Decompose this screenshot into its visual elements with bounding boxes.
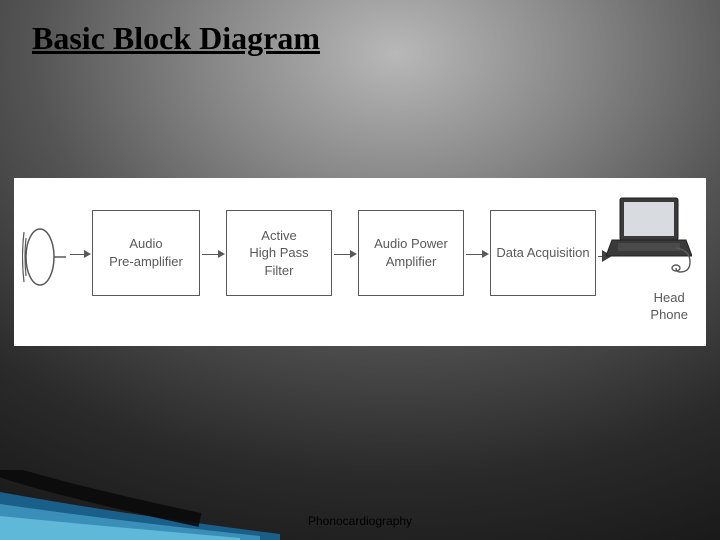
arrow-0 xyxy=(70,250,91,258)
arrow-2 xyxy=(334,250,357,258)
arrow-3 xyxy=(466,250,489,258)
headphone-label: Head Phone xyxy=(650,290,688,324)
block-preamp: AudioPre-amplifier xyxy=(92,210,200,296)
block-poweramp: Audio PowerAmplifier xyxy=(358,210,464,296)
block-hpf: ActiveHigh PassFilter xyxy=(226,210,332,296)
page-title: Basic Block Diagram xyxy=(32,20,320,57)
block-daq: Data Acquisition xyxy=(490,210,596,296)
block-diagram-panel: AudioPre-amplifier ActiveHigh PassFilter A… xyxy=(14,178,706,346)
footer-caption: Phonocardiography xyxy=(308,514,412,528)
arrow-1 xyxy=(202,250,225,258)
microphone-icon xyxy=(22,218,66,301)
laptop-icon xyxy=(606,196,692,279)
decorative-swoosh xyxy=(0,470,280,540)
